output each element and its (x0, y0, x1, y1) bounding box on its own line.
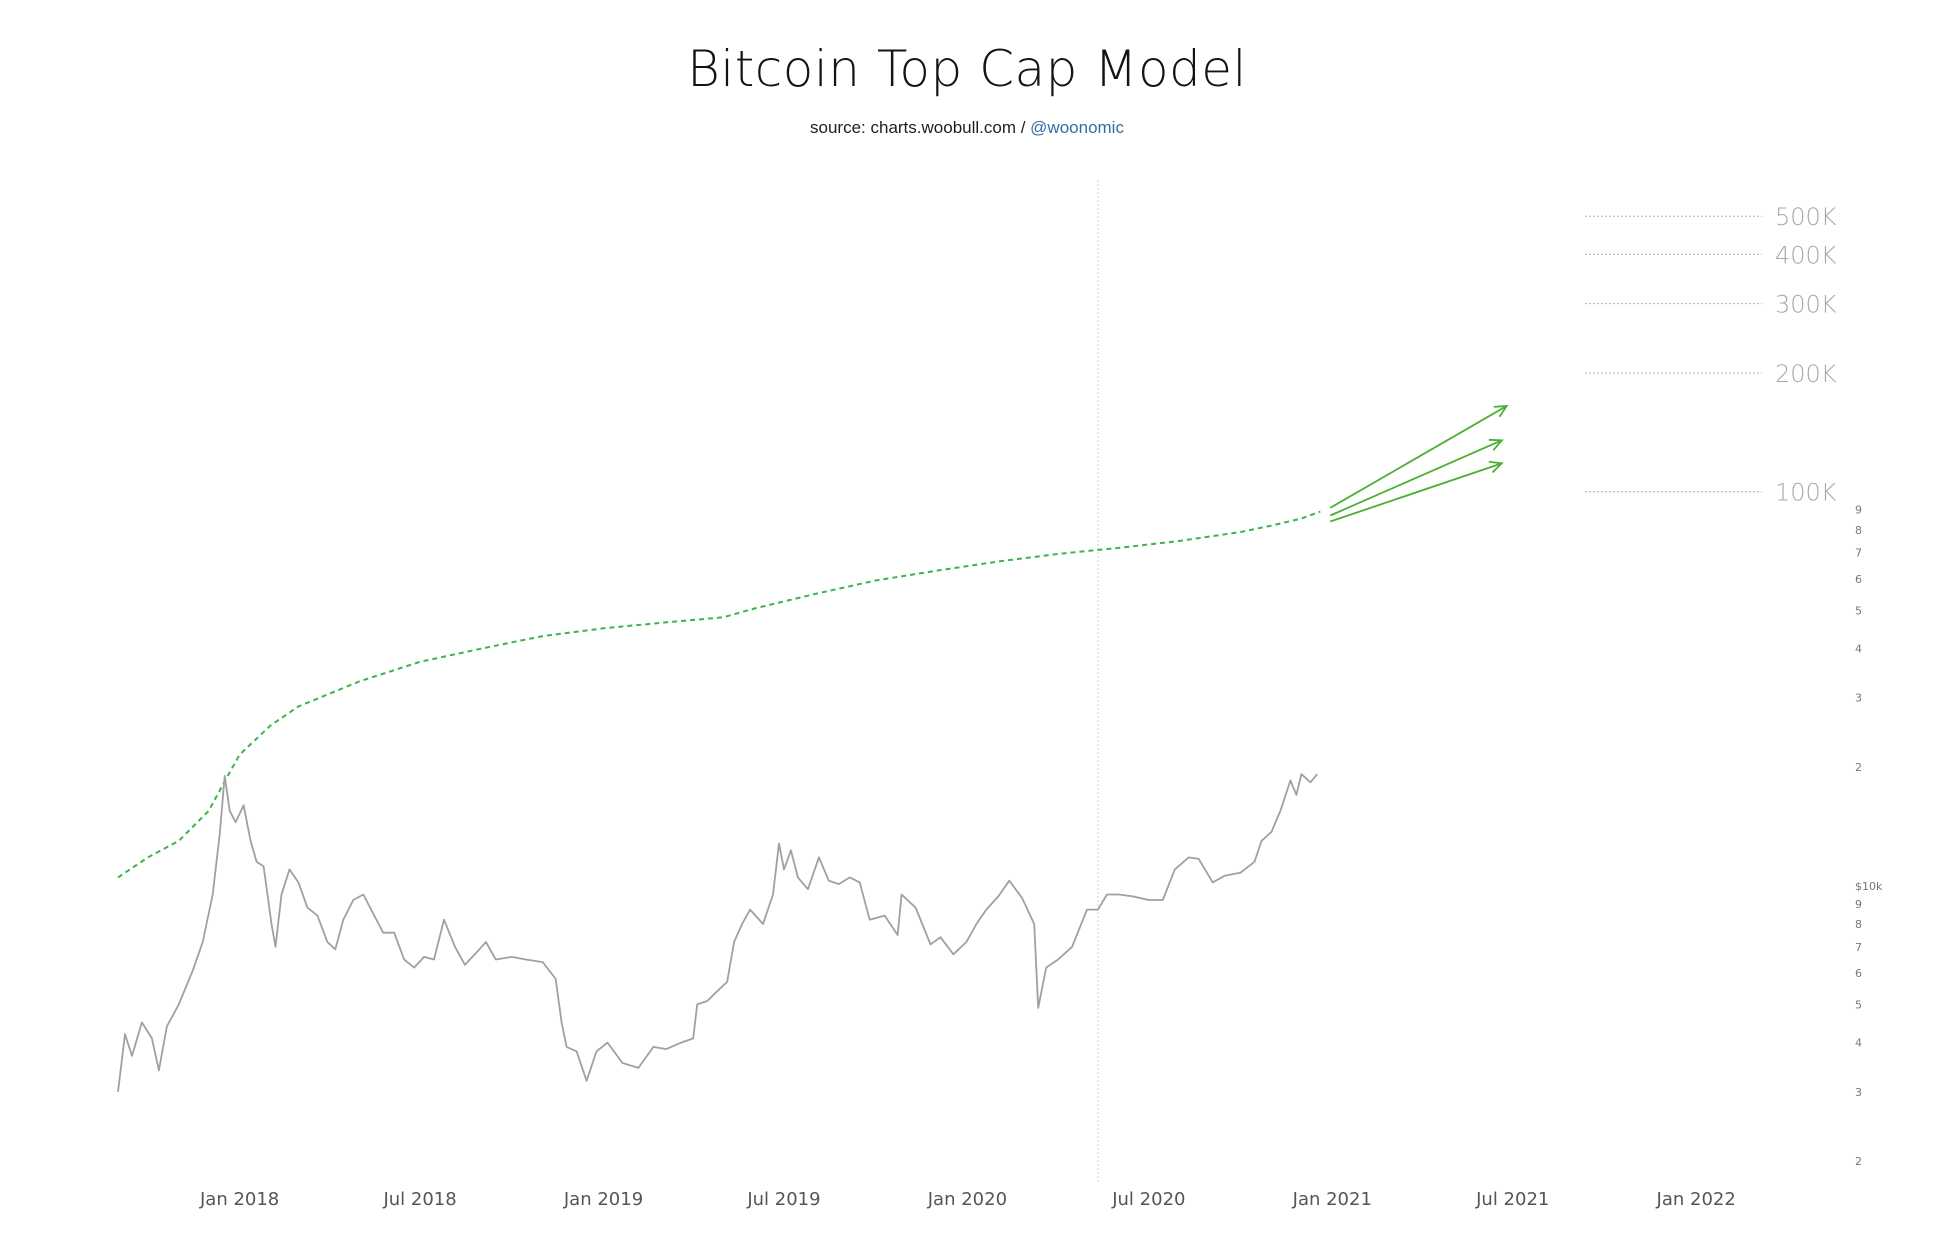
price-levels: 100K 200K 300K 400K 500K (1585, 203, 1837, 507)
y-tick-label-15: 8 (1855, 524, 1862, 537)
y-tick-label-13: 6 (1855, 573, 1862, 586)
y-tick-label-12: 5 (1855, 604, 1862, 617)
x-tick-label-6: Jan 2021 (1292, 1189, 1372, 1210)
arrow-shaft-1 (1329, 439, 1503, 517)
chart-subtitle: source: charts.woobull.com / @woonomic (0, 118, 1934, 138)
arrow-shaft-0 (1329, 405, 1508, 509)
chart-title: Bitcoin Top Cap Model (687, 40, 1247, 98)
price-level-label-2: 300K (1775, 291, 1837, 319)
y-tick-label-2: 4 (1855, 1037, 1862, 1050)
y-tick-label-3: 5 (1855, 998, 1862, 1011)
x-tick-label-7: Jul 2021 (1475, 1189, 1549, 1210)
x-tick-label-8: Jan 2022 (1656, 1189, 1736, 1210)
y-tick-label-10: 3 (1855, 692, 1862, 705)
subtitle-handle-link[interactable]: @woonomic (1030, 118, 1124, 137)
y-tick-label-16: 9 (1855, 504, 1862, 517)
y-axis: 2 3 4 5 6 7 8 9 $10k 2 3 4 5 6 7 8 9 (1855, 504, 1883, 1169)
x-axis: Jan 2018 Jul 2018 Jan 2019 Jul 2019 Jan 2020… (199, 1189, 1736, 1210)
series-line-0 (117, 510, 1321, 879)
subtitle-source: source: charts.woobull.com / (810, 118, 1031, 137)
projection-arrows (1329, 404, 1509, 523)
series-lines (117, 510, 1321, 1092)
y-tick-label-0: 2 (1855, 1155, 1862, 1168)
x-tick-label-0: Jan 2018 (199, 1189, 279, 1210)
arrow-head-2 (1488, 460, 1504, 474)
y-tick-label-7: 9 (1855, 898, 1862, 911)
y-tick-label-8: $10k (1855, 880, 1883, 893)
price-level-label-4: 500K (1775, 203, 1837, 231)
arrow-shaft-2 (1330, 462, 1503, 523)
series-line-1 (117, 773, 1318, 1092)
x-tick-label-2: Jan 2019 (563, 1189, 643, 1210)
y-tick-label-14: 7 (1855, 547, 1862, 560)
y-tick-label-4: 6 (1855, 967, 1862, 980)
y-tick-label-6: 8 (1855, 918, 1862, 931)
arrow-head-1 (1488, 438, 1504, 451)
price-level-label-0: 100K (1775, 479, 1837, 507)
x-tick-label-1: Jul 2018 (382, 1189, 456, 1210)
y-tick-label-11: 4 (1855, 642, 1862, 655)
x-tick-label-3: Jul 2019 (746, 1189, 820, 1210)
arrow-head-0 (1493, 404, 1509, 418)
y-tick-label-9: 2 (1855, 761, 1862, 774)
x-tick-label-5: Jul 2020 (1111, 1189, 1185, 1210)
price-level-label-3: 400K (1775, 241, 1837, 269)
price-level-label-1: 200K (1775, 360, 1837, 388)
y-tick-label-5: 7 (1855, 941, 1862, 954)
y-tick-label-1: 3 (1855, 1086, 1862, 1099)
x-tick-label-4: Jan 2020 (927, 1189, 1007, 1210)
